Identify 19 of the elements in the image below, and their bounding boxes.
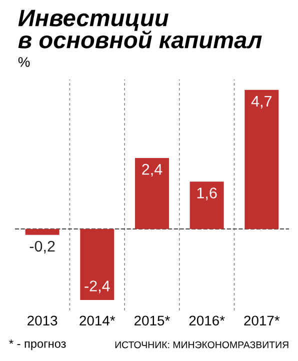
x-tick-label: 2013 bbox=[28, 316, 58, 326]
data-label: -2,4 bbox=[84, 280, 110, 294]
chart-title: Инвестиции в основной капитал bbox=[18, 10, 262, 48]
data-label: 4,7 bbox=[251, 96, 272, 109]
text: * - прогноз bbox=[9, 340, 66, 350]
bar bbox=[244, 90, 279, 229]
y-axis-title: % bbox=[18, 57, 30, 67]
x-tick-label: 2015* bbox=[134, 316, 170, 326]
bar bbox=[80, 228, 114, 300]
bar bbox=[134, 158, 169, 229]
x-tick-label: 2014* bbox=[80, 316, 116, 326]
text: ИСТОЧНИК: МИНЭКОНОМРАЗВИТИЯ bbox=[115, 341, 288, 348]
bar bbox=[25, 228, 60, 235]
data-label: 1,6 bbox=[197, 188, 217, 200]
data-label: 2,4 bbox=[142, 164, 162, 177]
bar bbox=[190, 182, 224, 229]
data-label: -0,2 bbox=[30, 240, 55, 254]
x-tick-label: 2016* bbox=[189, 316, 225, 326]
x-tick-label: 2017* bbox=[244, 316, 280, 326]
